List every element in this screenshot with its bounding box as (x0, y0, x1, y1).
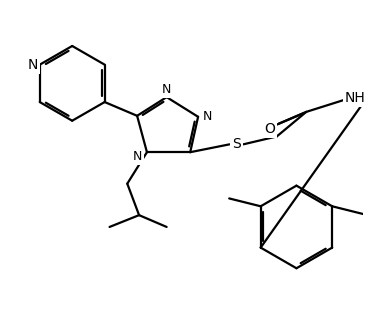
Text: N: N (28, 58, 38, 72)
Text: N: N (203, 110, 213, 123)
Text: NH: NH (345, 91, 366, 105)
Text: O: O (265, 122, 275, 135)
Text: S: S (232, 137, 241, 151)
Text: N: N (162, 83, 171, 96)
Text: N: N (132, 150, 142, 163)
